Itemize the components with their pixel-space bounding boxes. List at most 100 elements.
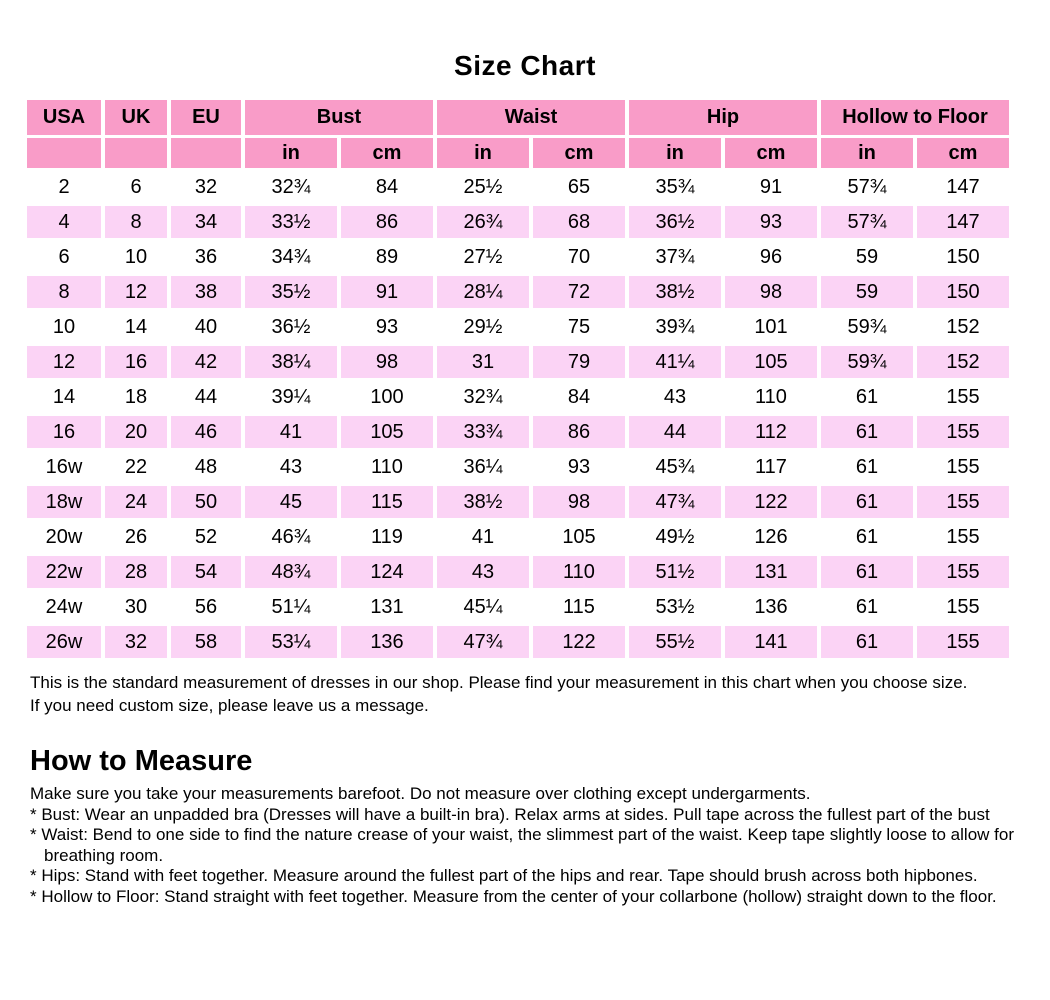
table-header: USA UK EU Bust Waist Hip Hollow to Floor in cm in… (27, 100, 1009, 168)
table-cell: 61 (821, 416, 913, 448)
table-cell: 152 (917, 311, 1009, 343)
table-cell: 38 (171, 276, 241, 308)
table-cell: 75 (533, 311, 625, 343)
table-cell: 93 (341, 311, 433, 343)
table-row: 8 12 38 35½ 91 28¼ 72 38½ 98 59 150 (27, 276, 1009, 308)
table-cell: 122 (725, 486, 817, 518)
table-cell: 36½ (629, 206, 721, 238)
table-cell: 43 (437, 556, 529, 588)
table-cell: 47¾ (629, 486, 721, 518)
table-cell: 59¾ (821, 311, 913, 343)
table-cell: 35¾ (629, 171, 721, 203)
table-cell: 147 (917, 171, 1009, 203)
table-cell: 84 (533, 381, 625, 413)
table-body: 2 6 32 32¾ 84 25½ 65 35¾ 91 57¾ 147 4 8 34 33½ 86 26¾ 68 3… (27, 171, 1009, 658)
table-cell: 20w (27, 521, 101, 553)
table-cell: 45¼ (437, 591, 529, 623)
table-cell: 131 (725, 556, 817, 588)
table-cell: 61 (821, 521, 913, 553)
table-cell: 39¼ (245, 381, 337, 413)
table-cell: 59 (821, 241, 913, 273)
group-header-cell: USA (27, 100, 101, 135)
table-cell: 38¼ (245, 346, 337, 378)
how-to-measure-section: Make sure you take your measurements bar… (30, 784, 1022, 907)
table-cell: 155 (917, 486, 1009, 518)
table-cell: 61 (821, 591, 913, 623)
table-cell: 2 (27, 171, 101, 203)
table-cell: 152 (917, 346, 1009, 378)
table-cell: 14 (105, 311, 167, 343)
table-cell: 110 (533, 556, 625, 588)
table-row: 20w 26 52 46¾ 119 41 105 49½ 126 61 155 (27, 521, 1009, 553)
table-cell: 58 (171, 626, 241, 658)
table-cell: 32 (171, 171, 241, 203)
table-cell: 155 (917, 416, 1009, 448)
table-cell: 150 (917, 276, 1009, 308)
table-cell: 32¾ (437, 381, 529, 413)
table-cell: 8 (27, 276, 101, 308)
table-cell: 136 (341, 626, 433, 658)
standard-measurement-note: This is the standard measurement of dres… (30, 671, 1022, 717)
table-cell: 25½ (437, 171, 529, 203)
table-row: 14 18 44 39¼ 100 32¾ 84 43 110 61 155 (27, 381, 1009, 413)
table-cell: 38½ (437, 486, 529, 518)
table-cell: 20 (105, 416, 167, 448)
table-cell: 31 (437, 346, 529, 378)
table-cell: 61 (821, 556, 913, 588)
table-cell: 12 (27, 346, 101, 378)
table-cell: 16 (27, 416, 101, 448)
table-cell: 56 (171, 591, 241, 623)
table-cell: 122 (533, 626, 625, 658)
table-cell: 155 (917, 451, 1009, 483)
table-cell: 93 (533, 451, 625, 483)
table-row: 12 16 42 38¼ 98 31 79 41¼ 105 59¾ 152 (27, 346, 1009, 378)
table-cell: 45 (245, 486, 337, 518)
table-cell: 28 (105, 556, 167, 588)
table-cell: 86 (533, 416, 625, 448)
measure-instruction-item: * Hollow to Floor: Stand straight with f… (30, 886, 997, 906)
table-cell: 70 (533, 241, 625, 273)
table-cell: 36½ (245, 311, 337, 343)
table-group-header-row: USA UK EU Bust Waist Hip Hollow to Floor (27, 100, 1009, 135)
table-row: 4 8 34 33½ 86 26¾ 68 36½ 93 57¾ 147 (27, 206, 1009, 238)
table-cell: 46¾ (245, 521, 337, 553)
table-cell: 155 (917, 381, 1009, 413)
table-cell: 47¾ (437, 626, 529, 658)
table-cell: 24 (105, 486, 167, 518)
group-header-cell: Bust (245, 100, 433, 135)
table-cell: 72 (533, 276, 625, 308)
table-cell: 49½ (629, 521, 721, 553)
table-row: 6 10 36 34¾ 89 27½ 70 37¾ 96 59 150 (27, 241, 1009, 273)
unit-header-cell: in (629, 138, 721, 168)
table-cell: 43 (629, 381, 721, 413)
table-cell: 34¾ (245, 241, 337, 273)
table-cell: 98 (725, 276, 817, 308)
table-cell: 32 (105, 626, 167, 658)
table-cell: 34 (171, 206, 241, 238)
table-cell: 105 (341, 416, 433, 448)
table-cell: 14 (27, 381, 101, 413)
table-cell: 48 (171, 451, 241, 483)
table-cell: 91 (341, 276, 433, 308)
table-cell: 45¾ (629, 451, 721, 483)
table-cell: 126 (725, 521, 817, 553)
unit-header-cell: cm (533, 138, 625, 168)
table-cell: 61 (821, 451, 913, 483)
unit-header-cell: cm (341, 138, 433, 168)
note-line-2: If you need custom size, please leave us… (30, 696, 429, 715)
group-header-cell: Waist (437, 100, 625, 135)
table-cell: 22w (27, 556, 101, 588)
table-cell: 26 (105, 521, 167, 553)
table-cell: 44 (629, 416, 721, 448)
table-cell: 18 (105, 381, 167, 413)
table-row: 18w 24 50 45 115 38½ 98 47¾ 122 61 155 (27, 486, 1009, 518)
table-cell: 42 (171, 346, 241, 378)
table-cell: 29½ (437, 311, 529, 343)
table-cell: 46 (171, 416, 241, 448)
table-cell: 117 (725, 451, 817, 483)
measure-instructions-list: * Bust: Wear an unpadded bra (Dresses wi… (30, 805, 1022, 908)
table-cell: 36 (171, 241, 241, 273)
note-line-1: This is the standard measurement of dres… (30, 673, 968, 692)
table-row: 16w 22 48 43 110 36¼ 93 45¾ 117 61 155 (27, 451, 1009, 483)
